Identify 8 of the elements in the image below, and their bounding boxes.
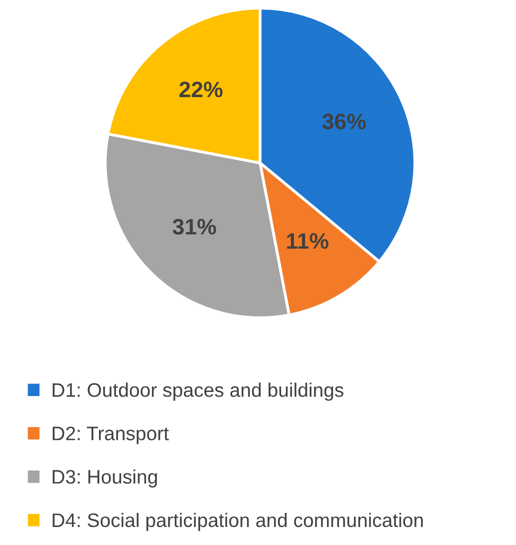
- data-label: 22%: [179, 82, 223, 98]
- data-label: 31%: [172, 218, 216, 235]
- legend-label: D4: Social participation and communication: [52, 512, 423, 531]
- data-label: 11%: [287, 233, 328, 249]
- data-label: 36%: [322, 114, 366, 130]
- legend-label: D2: Transport: [52, 426, 169, 444]
- legend-label: D3: Housing: [52, 469, 157, 488]
- legend-label: D1: Outdoor spaces and buildings: [52, 382, 344, 401]
